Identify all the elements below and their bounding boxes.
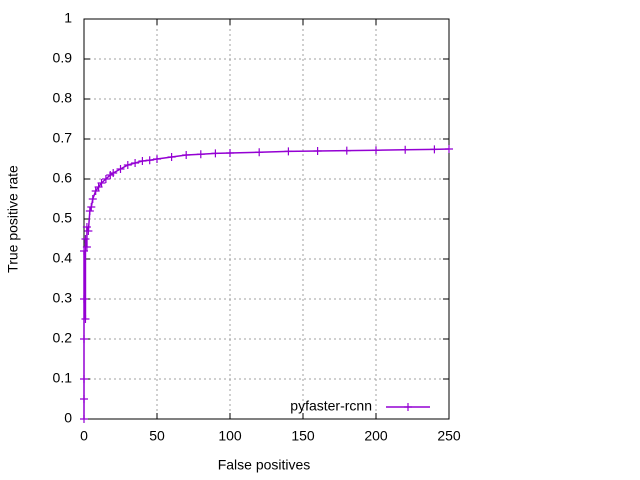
data-point — [342, 146, 351, 155]
x-tick-label: 150 — [291, 428, 315, 444]
x-tick-label: 0 — [80, 428, 88, 444]
data-point — [82, 223, 91, 231]
data-point — [284, 147, 293, 156]
x-axis-label: False positives — [218, 457, 311, 473]
data-point — [196, 150, 205, 159]
data-point — [226, 149, 234, 157]
data-point — [445, 145, 453, 153]
data-point — [116, 165, 125, 173]
y-tick-label: 0.4 — [53, 250, 73, 266]
y-tick-label: 0.8 — [53, 90, 73, 106]
data-point — [372, 146, 380, 155]
data-point — [80, 375, 88, 383]
data-point — [255, 148, 264, 157]
x-tick-label: 200 — [364, 428, 388, 444]
data-point — [167, 153, 176, 161]
data-point — [85, 207, 94, 215]
y-tick-label: 0.2 — [53, 330, 73, 346]
y-tick-label: 0.1 — [53, 370, 73, 386]
data-point — [97, 179, 106, 187]
data-point — [81, 315, 90, 323]
data-point — [211, 149, 220, 158]
data-point — [109, 169, 118, 177]
x-tick-label: 50 — [149, 428, 165, 444]
legend-marker — [404, 403, 412, 411]
y-tick-label: 1 — [64, 10, 72, 26]
legend-label: pyfaster-rcnn — [290, 398, 372, 414]
x-tick-label: 250 — [437, 428, 461, 444]
data-point — [82, 243, 91, 251]
data-point — [131, 159, 140, 167]
y-axis-label: True positive rate — [5, 165, 21, 273]
data-point — [123, 161, 132, 169]
y-tick-label: 0.7 — [53, 130, 73, 146]
plot-border — [83, 18, 450, 420]
data-point — [80, 335, 88, 343]
y-tick-label: 0 — [64, 410, 72, 426]
data-point — [80, 395, 88, 403]
data-point — [430, 145, 439, 154]
y-tick-label: 0.5 — [53, 210, 73, 226]
data-point — [101, 175, 110, 183]
data-point — [138, 157, 147, 165]
data-point — [313, 147, 322, 155]
data-point — [80, 415, 88, 423]
data-point — [87, 203, 96, 211]
data-point — [145, 156, 154, 165]
data-point — [182, 151, 191, 159]
x-tick-label: 100 — [218, 428, 242, 444]
y-tick-label: 0.3 — [53, 290, 73, 306]
data-point — [80, 295, 88, 303]
data-point — [81, 235, 90, 243]
y-tick-label: 0.6 — [53, 170, 73, 186]
data-point — [401, 145, 410, 154]
y-tick-label: 0.9 — [53, 50, 73, 66]
data-point — [88, 195, 97, 203]
data-point — [84, 227, 93, 235]
data-point — [153, 155, 161, 163]
